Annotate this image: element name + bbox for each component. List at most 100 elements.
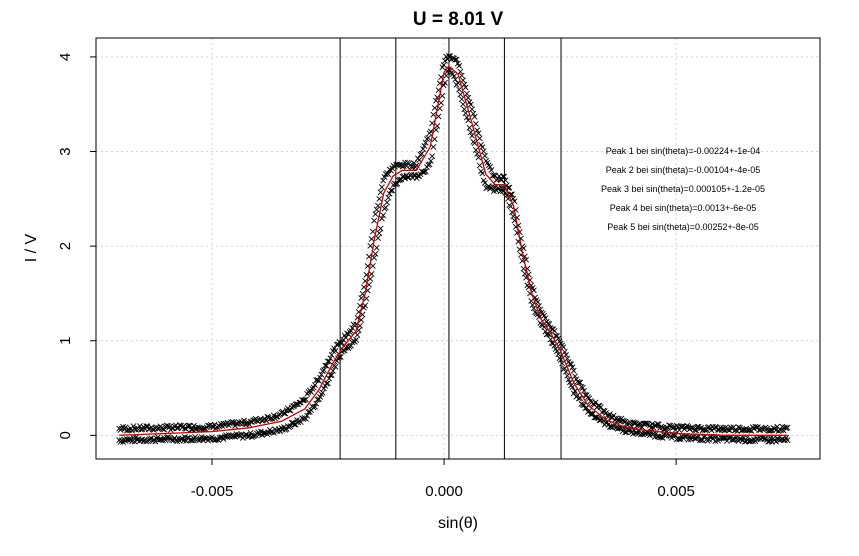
data-point <box>362 302 369 309</box>
data-point <box>247 430 254 436</box>
data-point <box>354 331 361 338</box>
data-point <box>542 315 549 322</box>
data-point <box>649 420 656 427</box>
data-point <box>465 94 472 101</box>
data-point <box>509 209 515 216</box>
data-point <box>615 425 622 432</box>
data-point <box>479 144 486 151</box>
data-point <box>384 199 390 206</box>
data-point <box>330 367 336 374</box>
y-axis-label: I / V <box>23 233 40 262</box>
data-point <box>560 344 567 351</box>
data-point <box>130 434 137 441</box>
data-point <box>318 371 325 378</box>
data-point <box>169 425 175 432</box>
data-point <box>608 414 615 421</box>
annotations: Peak 1 bei sin(theta)=-0.00224+-1e-04 Pea… <box>601 146 765 232</box>
data-point <box>367 242 374 249</box>
data-point <box>229 418 236 425</box>
peak-annotation: Peak 3 bei sin(theta)=0.000105+-1.2e-05 <box>601 184 765 194</box>
data-point <box>385 194 392 201</box>
data-point <box>465 117 472 124</box>
data-point <box>453 56 460 63</box>
data-point <box>326 358 333 365</box>
data-point <box>475 130 482 137</box>
data-point <box>568 361 575 368</box>
data-point <box>323 380 330 387</box>
peak-annotation: Peak 4 bei sin(theta)=0.0013+-6e-05 <box>610 203 757 213</box>
data-point <box>323 362 330 369</box>
peak-annotation: Peak 1 bei sin(theta)=-0.00224+-1e-04 <box>606 146 761 156</box>
data-point <box>474 150 481 157</box>
data-point <box>470 110 477 117</box>
data-point <box>720 434 727 441</box>
data-point <box>452 56 459 63</box>
data-point <box>471 113 478 120</box>
plot-frame <box>95 37 821 460</box>
data-point <box>480 148 487 155</box>
data-point <box>426 161 433 168</box>
y-tick-label: 2 <box>57 242 74 250</box>
data-point <box>577 379 584 386</box>
data-point <box>575 379 582 386</box>
data-point <box>461 106 468 113</box>
peak-annotation: Peak 5 bei sin(theta)=0.00252+-8e-05 <box>607 222 759 232</box>
data-point <box>498 185 505 191</box>
data-point <box>500 173 506 180</box>
data-point <box>582 405 589 412</box>
data-point <box>273 413 280 420</box>
fit-line <box>119 65 788 436</box>
data-point <box>421 143 428 149</box>
data-point <box>784 437 791 444</box>
data-point <box>659 434 666 441</box>
data-point <box>431 136 438 143</box>
data-point <box>292 401 299 408</box>
data-point <box>466 124 473 131</box>
data-point <box>476 162 483 169</box>
data-point <box>472 120 479 127</box>
data-point <box>474 127 481 134</box>
data-point <box>378 184 385 191</box>
data-point <box>481 152 488 159</box>
data-point <box>369 263 376 269</box>
y-tick-label: 3 <box>57 147 74 155</box>
data-point <box>429 153 436 160</box>
data-point <box>321 367 327 373</box>
data-point <box>467 101 474 108</box>
data-point <box>332 363 339 370</box>
data-point <box>458 72 465 79</box>
data-point <box>566 379 573 386</box>
data-point <box>290 403 296 410</box>
data-point <box>380 212 387 219</box>
data-point <box>282 410 289 417</box>
data-point <box>559 360 566 367</box>
data-point <box>564 372 571 379</box>
data-point <box>143 423 150 430</box>
data-point <box>431 104 438 111</box>
data-point <box>212 436 219 443</box>
data-point <box>685 436 692 443</box>
data-point <box>784 424 791 431</box>
data-point <box>389 187 396 194</box>
data-point <box>393 181 399 188</box>
data-point <box>579 401 586 408</box>
data-point <box>547 336 554 343</box>
chart-title: U = 8.01 V <box>413 9 504 30</box>
data-point <box>543 331 550 338</box>
data-point <box>555 351 562 358</box>
data-point <box>566 360 573 367</box>
data-point <box>442 57 448 64</box>
data-point <box>438 99 445 106</box>
data-point <box>564 355 571 362</box>
data-point <box>353 337 360 343</box>
data-point <box>313 400 320 407</box>
data-point <box>368 236 375 242</box>
data-point <box>327 355 334 362</box>
data-point <box>377 225 384 232</box>
data-point <box>372 250 379 257</box>
y-tick-label: 1 <box>57 337 74 345</box>
data-point <box>694 423 701 430</box>
x-axis: -0.005 0.000 0.005 <box>191 459 695 500</box>
data-point <box>369 228 376 235</box>
data-point <box>509 191 515 198</box>
